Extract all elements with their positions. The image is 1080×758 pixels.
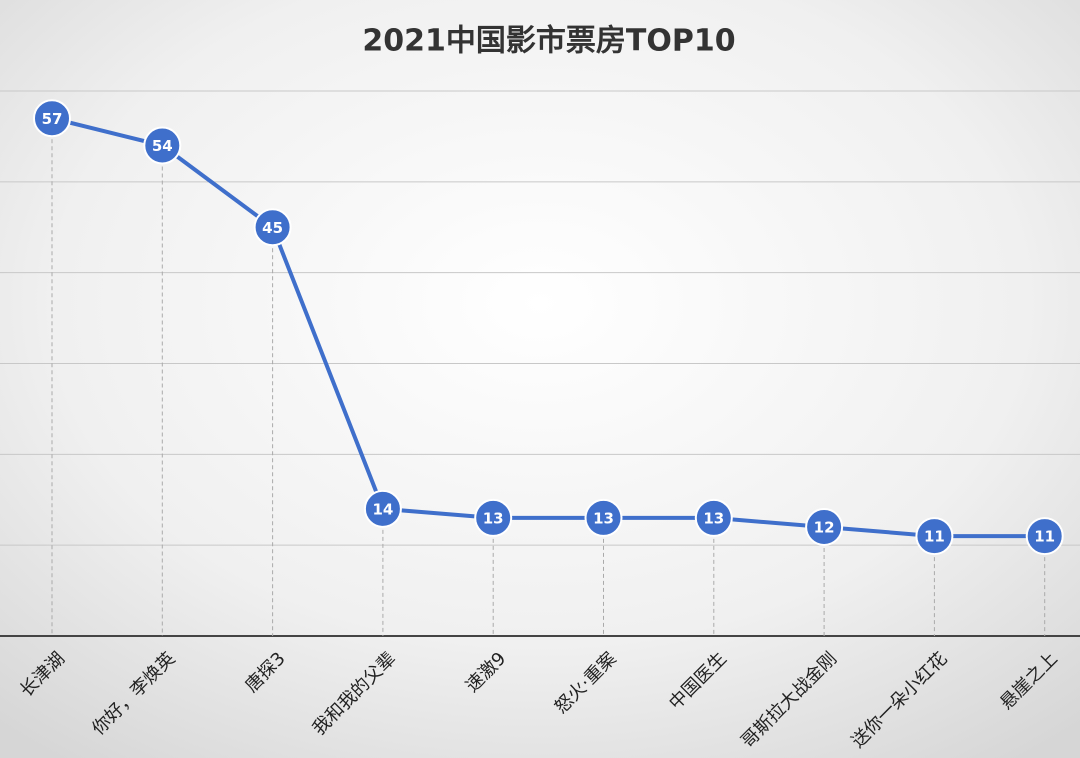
point [143, 126, 182, 165]
point [694, 498, 733, 537]
data-label: 13 [593, 509, 614, 527]
point [253, 208, 292, 247]
data-label: 13 [483, 509, 504, 527]
point [915, 517, 954, 556]
chart-title: 2021中国影市票房TOP10 [362, 24, 735, 59]
data-label: 13 [703, 509, 724, 527]
data-label: 11 [924, 528, 945, 546]
point [1025, 517, 1064, 556]
data-label: 14 [372, 500, 393, 518]
point [584, 498, 623, 537]
data-label: 11 [1034, 528, 1055, 546]
line [51, 116, 1045, 539]
data-label: 45 [262, 219, 283, 237]
data-label: 54 [152, 137, 173, 155]
point [363, 489, 402, 528]
point [33, 99, 71, 138]
data-label: 57 [42, 110, 63, 128]
point [805, 508, 844, 546]
data-label: 12 [814, 519, 835, 537]
point [474, 498, 513, 537]
